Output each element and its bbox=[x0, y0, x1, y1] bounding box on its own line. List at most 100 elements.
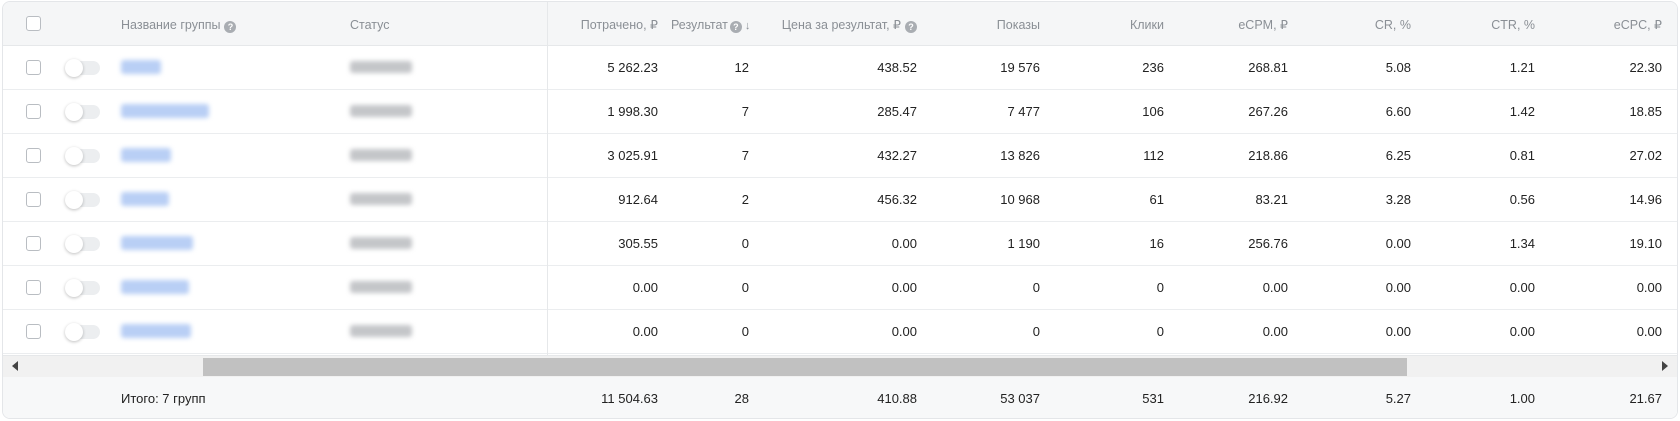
toggle-knob bbox=[65, 191, 83, 209]
group-name-link-redacted[interactable] bbox=[121, 60, 161, 74]
cell-cr: 0.00 bbox=[1385, 280, 1411, 295]
row-toggle-switch[interactable] bbox=[65, 103, 100, 121]
row-checkbox[interactable] bbox=[26, 104, 41, 119]
cell-ctr: 0.00 bbox=[1509, 324, 1535, 339]
cell-impressions: 0 bbox=[1032, 324, 1040, 339]
cell-ecpc: 27.02 bbox=[1629, 148, 1662, 163]
row-checkbox[interactable] bbox=[26, 148, 41, 163]
cell-ctr: 1.21 bbox=[1509, 60, 1535, 75]
header-ecpc[interactable]: eCPC, ₽ bbox=[1613, 18, 1662, 32]
cell-ecpc: 0.00 bbox=[1636, 280, 1662, 295]
totals-impressions: 53 037 bbox=[1000, 391, 1040, 406]
cell-cost-per-result: 432.27 bbox=[877, 148, 917, 163]
header-impressions[interactable]: Показы bbox=[996, 18, 1040, 32]
cell-spent: 5 262.23 bbox=[607, 60, 658, 75]
cell-cr: 6.25 bbox=[1385, 148, 1411, 163]
cell-impressions: 1 190 bbox=[1007, 236, 1040, 251]
cell-ctr: 0.81 bbox=[1509, 148, 1535, 163]
header-name[interactable]: Название группы? bbox=[121, 17, 237, 33]
sort-desc-icon[interactable]: ↓ bbox=[744, 20, 751, 32]
cell-clicks: 236 bbox=[1142, 60, 1164, 75]
cell-impressions: 0 bbox=[1032, 280, 1040, 295]
totals-row: Итого: 7 групп 11 504.63 28 410.88 53 03… bbox=[3, 377, 1677, 418]
cell-ecpm: 268.81 bbox=[1248, 60, 1288, 75]
cell-result: 0 bbox=[741, 324, 749, 339]
cell-cr: 0.00 bbox=[1385, 236, 1411, 251]
row-toggle-switch[interactable] bbox=[65, 279, 100, 297]
status-redacted bbox=[350, 193, 412, 205]
cell-ecpm: 256.76 bbox=[1248, 236, 1288, 251]
scroll-left-arrow-icon[interactable] bbox=[12, 361, 18, 371]
row-toggle-switch[interactable] bbox=[65, 191, 100, 209]
cell-result: 2 bbox=[741, 192, 749, 207]
group-name-link-redacted[interactable] bbox=[121, 236, 193, 250]
cell-result: 7 bbox=[741, 148, 749, 163]
cell-cost-per-result: 285.47 bbox=[877, 104, 917, 119]
header-spent[interactable]: Потрачено, ₽ bbox=[580, 18, 658, 32]
group-name-link-redacted[interactable] bbox=[121, 280, 189, 294]
header-clicks[interactable]: Клики bbox=[1129, 18, 1164, 32]
header-ecpm[interactable]: eCPM, ₽ bbox=[1238, 18, 1288, 32]
help-icon[interactable]: ? bbox=[905, 21, 917, 33]
row-checkbox[interactable] bbox=[26, 236, 41, 251]
cell-spent: 912.64 bbox=[618, 192, 658, 207]
cell-cost-per-result: 0.00 bbox=[891, 280, 917, 295]
toggle-knob bbox=[65, 235, 83, 253]
cell-clicks: 112 bbox=[1143, 148, 1164, 163]
cell-spent: 305.55 bbox=[618, 236, 658, 251]
select-all-checkbox[interactable] bbox=[26, 16, 41, 31]
header-ctr[interactable]: CTR, % bbox=[1491, 18, 1535, 32]
cell-ecpc: 14.96 bbox=[1629, 192, 1662, 207]
header-cost-per-result[interactable]: Цена за результат, ₽? bbox=[743, 17, 917, 33]
help-icon[interactable]: ? bbox=[224, 21, 237, 33]
horizontal-scrollbar[interactable] bbox=[3, 355, 1677, 377]
row-toggle-switch[interactable] bbox=[65, 59, 100, 77]
table-row: 3 025.91 7 432.27 13 826 112 218.86 6.25 0.81 27… bbox=[3, 134, 1677, 178]
status-redacted bbox=[350, 105, 412, 117]
header-result[interactable]: Результат? ↓ bbox=[671, 17, 750, 34]
group-name-link-redacted[interactable] bbox=[121, 192, 169, 206]
group-name-link-redacted[interactable] bbox=[121, 104, 209, 118]
row-checkbox[interactable] bbox=[26, 324, 41, 339]
cell-result: 7 bbox=[741, 104, 749, 119]
totals-clicks: 531 bbox=[1142, 391, 1164, 406]
column-divider bbox=[547, 2, 548, 355]
group-name-link-redacted[interactable] bbox=[121, 324, 191, 338]
group-name-link-redacted[interactable] bbox=[121, 148, 171, 162]
toggle-knob bbox=[65, 279, 83, 297]
row-checkbox[interactable] bbox=[26, 192, 41, 207]
cell-cr: 3.28 bbox=[1385, 192, 1411, 207]
cell-cost-per-result: 438.52 bbox=[877, 60, 917, 75]
totals-cr: 5.27 bbox=[1385, 391, 1411, 406]
row-toggle-switch[interactable] bbox=[65, 235, 100, 253]
status-redacted bbox=[350, 149, 412, 161]
status-redacted bbox=[350, 237, 412, 249]
totals-ctr: 1.00 bbox=[1509, 391, 1535, 406]
cell-ecpm: 267.26 bbox=[1248, 104, 1288, 119]
header-cr[interactable]: CR, % bbox=[1374, 18, 1411, 32]
header-status[interactable]: Статус bbox=[350, 18, 390, 32]
row-toggle-switch[interactable] bbox=[65, 323, 100, 341]
help-icon[interactable]: ? bbox=[729, 21, 742, 33]
scrollbar-thumb[interactable] bbox=[203, 358, 1407, 376]
status-redacted bbox=[350, 281, 412, 293]
cell-result: 0 bbox=[741, 236, 749, 251]
cell-spent: 1 998.30 bbox=[607, 104, 658, 119]
cell-ctr: 1.34 bbox=[1509, 236, 1535, 251]
table-row: 305.55 0 0.00 1 190 16 256.76 0.00 1.34 19.10 bbox=[3, 222, 1677, 266]
row-checkbox[interactable] bbox=[26, 60, 41, 75]
row-checkbox[interactable] bbox=[26, 280, 41, 295]
totals-spent: 11 504.63 bbox=[601, 391, 658, 406]
cell-ecpc: 19.10 bbox=[1629, 236, 1662, 251]
row-toggle-switch[interactable] bbox=[65, 147, 100, 165]
totals-ecpc: 21.67 bbox=[1629, 391, 1662, 406]
cell-clicks: 0 bbox=[1156, 280, 1164, 295]
cell-cr: 0.00 bbox=[1385, 324, 1411, 339]
cell-ecpc: 0.00 bbox=[1636, 324, 1662, 339]
cell-ecpm: 83.21 bbox=[1255, 192, 1288, 207]
totals-result: 28 bbox=[734, 391, 749, 406]
cell-ecpc: 22.30 bbox=[1629, 60, 1662, 75]
scroll-right-arrow-icon[interactable] bbox=[1662, 361, 1668, 371]
cell-cost-per-result: 0.00 bbox=[891, 236, 917, 251]
